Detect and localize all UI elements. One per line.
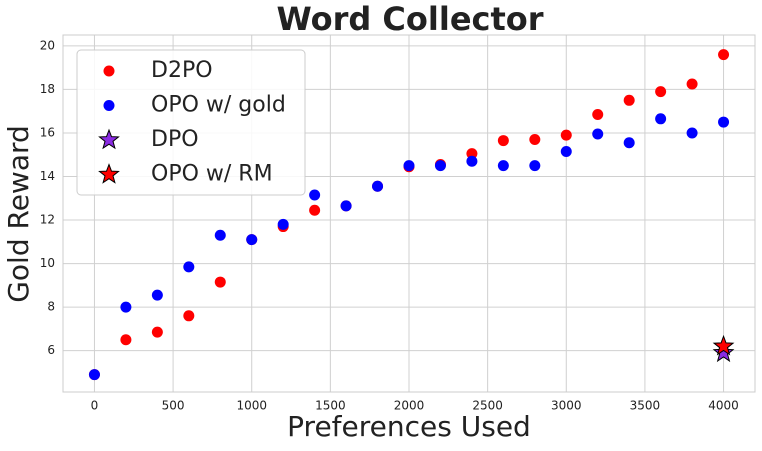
point [466, 148, 478, 160]
point [592, 108, 604, 120]
star-marker [712, 334, 735, 356]
y-axis-label: Gold Reward [2, 125, 35, 303]
point [529, 133, 541, 145]
point [592, 128, 604, 140]
point [103, 65, 115, 77]
x-tick-label: 2000 [394, 399, 425, 413]
point [214, 276, 226, 288]
x-axis-label: Preferences Used [287, 410, 531, 443]
point [309, 189, 321, 201]
point [103, 100, 115, 111]
legend-label: DPO [151, 127, 199, 152]
point [214, 229, 226, 241]
legend-label: D2PO [151, 58, 213, 83]
point [277, 218, 289, 230]
plot-frame [62, 34, 756, 393]
chart-title: Word Collector [276, 0, 543, 38]
x-tick-label: 4000 [708, 399, 739, 413]
point [560, 145, 572, 157]
legend-box [76, 49, 306, 196]
x-tick-label: 1000 [236, 399, 267, 413]
y-tick-label: 16 [40, 125, 55, 139]
point [718, 116, 730, 128]
point [120, 301, 132, 313]
y-tick-label: 14 [40, 169, 55, 183]
point [151, 289, 163, 301]
x-tick-label: 3500 [630, 399, 661, 413]
point [183, 261, 195, 273]
y-tick-label: 8 [47, 300, 55, 314]
point [434, 160, 446, 172]
x-tick-label: 3000 [551, 399, 582, 413]
point [466, 155, 478, 167]
x-tick-label: 2500 [472, 399, 503, 413]
y-tick-label: 10 [40, 256, 55, 270]
y-tick-label: 20 [40, 38, 55, 52]
point [560, 129, 572, 141]
point [309, 204, 321, 216]
point [686, 127, 698, 139]
star-marker [712, 341, 735, 363]
point [655, 113, 667, 125]
point [183, 310, 195, 322]
y-tick-label: 18 [40, 82, 55, 96]
legend-label: OPO w/ RM [151, 162, 273, 187]
y-tick-label: 12 [40, 213, 55, 227]
point [686, 78, 698, 90]
y-tick-label: 6 [47, 343, 55, 357]
point [372, 180, 384, 192]
point [623, 137, 635, 149]
x-tick-label: 500 [162, 399, 185, 413]
point [497, 135, 509, 147]
point [403, 160, 415, 172]
point [623, 94, 635, 106]
legend-label: OPO w/ gold [151, 93, 286, 118]
point [497, 160, 509, 172]
point [718, 49, 730, 61]
x-tick-label: 1500 [315, 399, 346, 413]
star-marker [98, 163, 120, 184]
point [529, 160, 541, 172]
x-tick-label: 0 [91, 399, 99, 413]
point [655, 86, 667, 98]
point [340, 200, 352, 212]
point [88, 369, 100, 381]
point [151, 326, 163, 338]
point [120, 334, 132, 346]
point [246, 234, 258, 246]
star-marker [98, 128, 120, 150]
